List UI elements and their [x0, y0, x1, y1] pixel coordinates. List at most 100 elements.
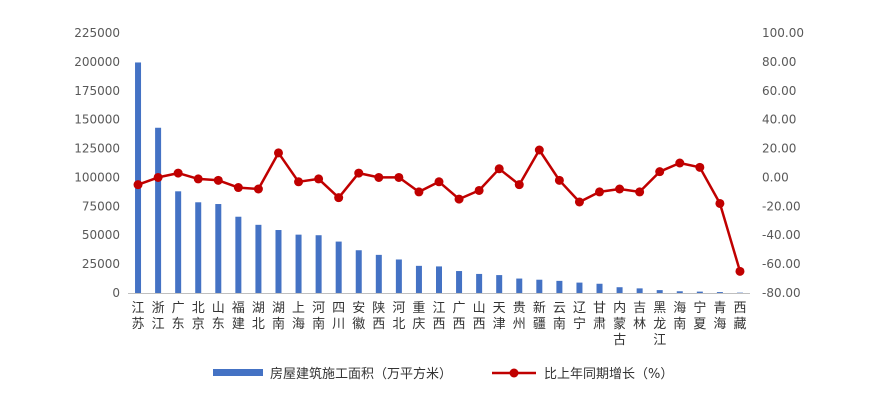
x-category-label: 湖 — [272, 301, 285, 316]
x-category-label: 新 — [533, 300, 546, 316]
x-category-label: 海 — [292, 317, 305, 332]
legend-bar-swatch — [213, 369, 263, 376]
bar — [155, 127, 162, 293]
x-category-label: 河 — [312, 301, 325, 316]
growth-point — [574, 197, 584, 207]
growth-point — [454, 194, 464, 204]
x-category-label: 重 — [412, 300, 425, 316]
y-right-tick-label: 60.00 — [762, 84, 796, 98]
x-category-label: 藏 — [733, 317, 746, 332]
x-category-label: 北 — [192, 301, 205, 316]
x-category-label: 南 — [673, 316, 686, 332]
bar — [696, 291, 703, 293]
y-right-tick-label: 100.00 — [762, 26, 804, 40]
bar — [436, 266, 442, 293]
legend-line-marker — [509, 368, 519, 378]
growth-point — [233, 183, 243, 193]
x-category-label: 福 — [232, 301, 245, 316]
x-category-label: 川 — [332, 317, 345, 332]
x-category-label: 安 — [352, 301, 365, 316]
x-category-label: 山 — [473, 301, 486, 316]
x-category-label: 苏 — [132, 316, 145, 332]
bar — [656, 290, 663, 293]
growth-point — [173, 168, 183, 178]
x-category-label: 东 — [212, 317, 225, 332]
x-category-label: 吉 — [633, 301, 646, 316]
x-category-label: 海 — [713, 317, 726, 332]
growth-point — [534, 145, 544, 155]
x-category-label: 西 — [733, 301, 746, 316]
bar — [275, 230, 282, 293]
bar — [335, 241, 342, 293]
y-right-tick-label: -80.00 — [762, 286, 801, 300]
y-left-tick-label: 75000 — [82, 199, 120, 213]
growth-point — [514, 180, 524, 190]
growth-point — [695, 162, 705, 172]
bar — [736, 292, 743, 294]
x-category-label: 海 — [673, 301, 686, 316]
x-category-label: 贵 — [513, 301, 526, 316]
bar — [235, 216, 242, 293]
x-category-label: 东 — [172, 317, 185, 332]
x-category-label: 山 — [212, 301, 225, 316]
x-category-label: 北 — [392, 317, 405, 332]
x-category-label: 辽 — [573, 301, 586, 316]
x-category-label: 云 — [553, 301, 566, 316]
x-category-label: 青 — [713, 301, 726, 316]
x-category-label: 广 — [172, 301, 185, 316]
x-category-label: 宁 — [573, 316, 586, 332]
x-category-label: 四 — [332, 301, 345, 316]
x-category-label: 江 — [132, 301, 145, 316]
bar — [716, 292, 723, 293]
bar — [536, 279, 543, 293]
y-left-tick-label: 225000 — [74, 26, 120, 40]
x-category-label: 建 — [232, 317, 245, 332]
bar — [456, 271, 463, 293]
x-category-label: 甘 — [593, 301, 606, 316]
x-category-label: 江 — [152, 317, 165, 332]
growth-point — [635, 187, 645, 197]
x-category-label: 南 — [312, 316, 325, 332]
growth-point — [735, 266, 745, 276]
bar — [315, 235, 322, 293]
y-axis-right: -80.00 -60.00 -40.00 -20.00 0.00 20.00 40.00 60… — [762, 26, 804, 300]
bar — [476, 273, 483, 293]
x-category-label: 疆 — [533, 317, 546, 332]
growth-point — [253, 184, 263, 194]
bar — [195, 202, 202, 293]
x-category-label: 江 — [432, 301, 445, 316]
bar — [375, 254, 382, 293]
bar — [556, 280, 563, 293]
growth-point — [554, 175, 564, 185]
bar — [496, 275, 503, 293]
y-left-tick-label: 100000 — [74, 170, 120, 184]
growth-point — [474, 185, 484, 195]
y-right-tick-label: -60.00 — [762, 257, 801, 271]
x-category-label: 广 — [453, 301, 466, 316]
legend-line-label: 比上年同期增长（%） — [544, 367, 673, 382]
x-category-label: 徽 — [352, 317, 365, 332]
x-category-label: 古 — [613, 333, 626, 348]
bar — [636, 288, 643, 293]
x-category-label: 浙 — [152, 301, 165, 316]
y-left-tick-label: 125000 — [74, 142, 120, 156]
y-right-tick-label: 0.00 — [762, 170, 789, 184]
bar — [616, 287, 623, 293]
x-category-label: 河 — [392, 301, 405, 316]
y-axis-left: 0 25000 50000 75000 100000 125000 150000 175000… — [74, 26, 120, 300]
growth-point — [595, 187, 605, 197]
x-category-label: 肃 — [593, 317, 606, 332]
y-left-tick-label: 0 — [112, 286, 120, 300]
bar — [135, 62, 142, 293]
growth-point — [354, 168, 364, 178]
y-left-tick-label: 25000 — [82, 257, 120, 271]
x-category-label: 上 — [292, 301, 305, 316]
x-category-label: 天 — [493, 301, 506, 316]
growth-point — [294, 177, 304, 187]
growth-point — [334, 193, 344, 203]
growth-point — [414, 187, 424, 197]
growth-point — [434, 177, 444, 187]
bar — [596, 283, 603, 293]
bar — [415, 265, 422, 293]
